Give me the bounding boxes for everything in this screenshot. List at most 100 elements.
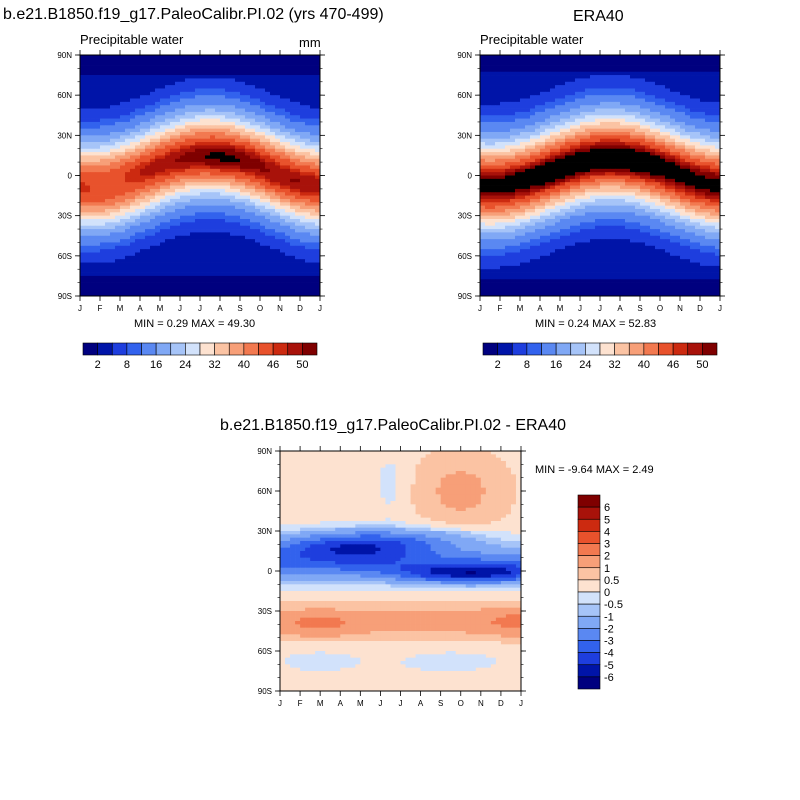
y-tick-label: 60S [458,252,472,261]
colorbar-label: 46 [267,359,279,371]
colorbar-swatch [614,342,630,356]
x-tick-label: A [338,699,344,708]
panel1-units: mm [299,35,321,50]
colorbar-label: 8 [124,359,130,371]
colorbar-swatch [111,342,128,356]
colorbar-label: 40 [238,359,250,371]
y-tick-label: 90S [58,292,72,301]
x-tick-label: D [297,304,303,313]
colorbar-swatch [570,342,586,356]
colorbar-label: 0 [604,587,610,599]
colorbar-swatch [577,543,601,556]
y-tick-label: 90S [258,687,272,696]
colorbar-swatch [526,342,542,356]
y-tick-label: 60N [257,487,272,496]
colorbar-label: 2 [604,551,610,563]
colorbar-label: 32 [609,359,621,371]
colorbar-swatch [577,652,601,666]
colorbar-label: -4 [604,648,614,660]
x-tick-label: N [478,699,484,708]
colorbar-label: -5 [604,660,614,672]
panel1-title: b.e21.B1850.f19_g17.PaleoCalibr.PI.02 (y… [3,6,384,23]
y-tick-label: 90N [57,51,72,60]
y-tick-label: 60S [58,252,72,261]
colorbar-swatch [658,342,674,356]
colorbar-label: 4 [604,526,610,538]
y-tick-label: 30N [57,131,72,140]
colorbar-label: 8 [524,359,530,371]
x-tick-label: J [718,304,722,313]
colorbar-label: 2 [495,359,501,371]
x-tick-label: S [237,304,242,313]
colorbar-swatch [577,494,601,508]
y-tick-label: 0 [468,172,473,181]
x-tick-label: D [697,304,703,313]
colorbar-swatch [577,555,601,569]
x-tick-label: A [137,304,143,313]
colorbar-swatch [577,531,601,544]
colorbar-swatch [577,628,601,641]
colorbar-label: 46 [667,359,679,371]
x-tick-label: F [98,304,103,313]
colorbar-swatch [577,506,601,520]
y-tick-label: 60S [258,647,272,656]
colorbar-label: 32 [209,359,221,371]
colorbar-swatch [199,342,215,356]
colorbar-swatch [497,342,513,356]
x-tick-label: J [578,304,582,313]
x-tick-label: J [318,304,322,313]
panel3-title: b.e21.B1850.f19_g17.PaleoCalibr.PI.02 - … [220,417,567,434]
x-tick-label: J [399,699,403,708]
colorbar-label: 2 [95,359,101,371]
colorbar-swatch [541,342,557,356]
y-tick-label: 30S [258,607,272,616]
x-tick-label: N [677,304,683,313]
y-tick-label: 30N [457,131,472,140]
colorbar-swatch [170,342,186,356]
panel2-field [480,55,721,297]
panel1-field [80,55,321,297]
x-tick-label: M [557,304,564,313]
y-tick-label: 30S [58,212,72,221]
colorbar-swatch [577,591,601,605]
colorbar-swatch [628,342,645,356]
x-tick-label: F [498,304,503,313]
colorbar-swatch [511,342,528,356]
colorbar-swatch [687,342,703,356]
colorbar-swatch [577,676,601,690]
x-tick-label: O [657,304,663,313]
y-tick-label: 90N [457,51,472,60]
colorbar-swatch [82,342,98,356]
colorbar-swatch [555,342,572,356]
colorbar-swatch [702,342,718,356]
x-tick-label: O [257,304,263,313]
x-tick-label: J [78,304,82,313]
x-tick-label: J [598,304,602,313]
x-tick-label: S [637,304,642,313]
colorbar-swatch [482,342,498,356]
panel1-subtitle: Precipitable water [80,32,184,47]
panel3-field [280,451,522,692]
panel2-subtitle: Precipitable water [480,32,584,47]
colorbar-label: 1 [604,563,610,575]
colorbar-swatch [272,342,289,356]
x-tick-label: S [438,699,443,708]
x-tick-label: A [537,304,543,313]
x-tick-label: F [298,699,303,708]
x-tick-label: M [317,699,324,708]
x-tick-label: J [478,304,482,313]
x-tick-label: A [418,699,424,708]
colorbar-swatch [577,615,601,629]
colorbar-label: 24 [579,359,591,371]
colorbar-swatch [585,342,601,356]
colorbar-label: 3 [604,539,610,551]
colorbar-swatch [243,342,259,356]
colorbar-swatch [577,603,601,617]
y-tick-label: 30S [458,212,472,221]
y-tick-label: 60N [457,91,472,100]
colorbar-swatch [185,342,201,356]
colorbar-label: -0.5 [604,599,623,611]
colorbar-swatch [228,342,245,356]
colorbar-label: 0.5 [604,575,619,587]
x-tick-label: M [117,304,124,313]
